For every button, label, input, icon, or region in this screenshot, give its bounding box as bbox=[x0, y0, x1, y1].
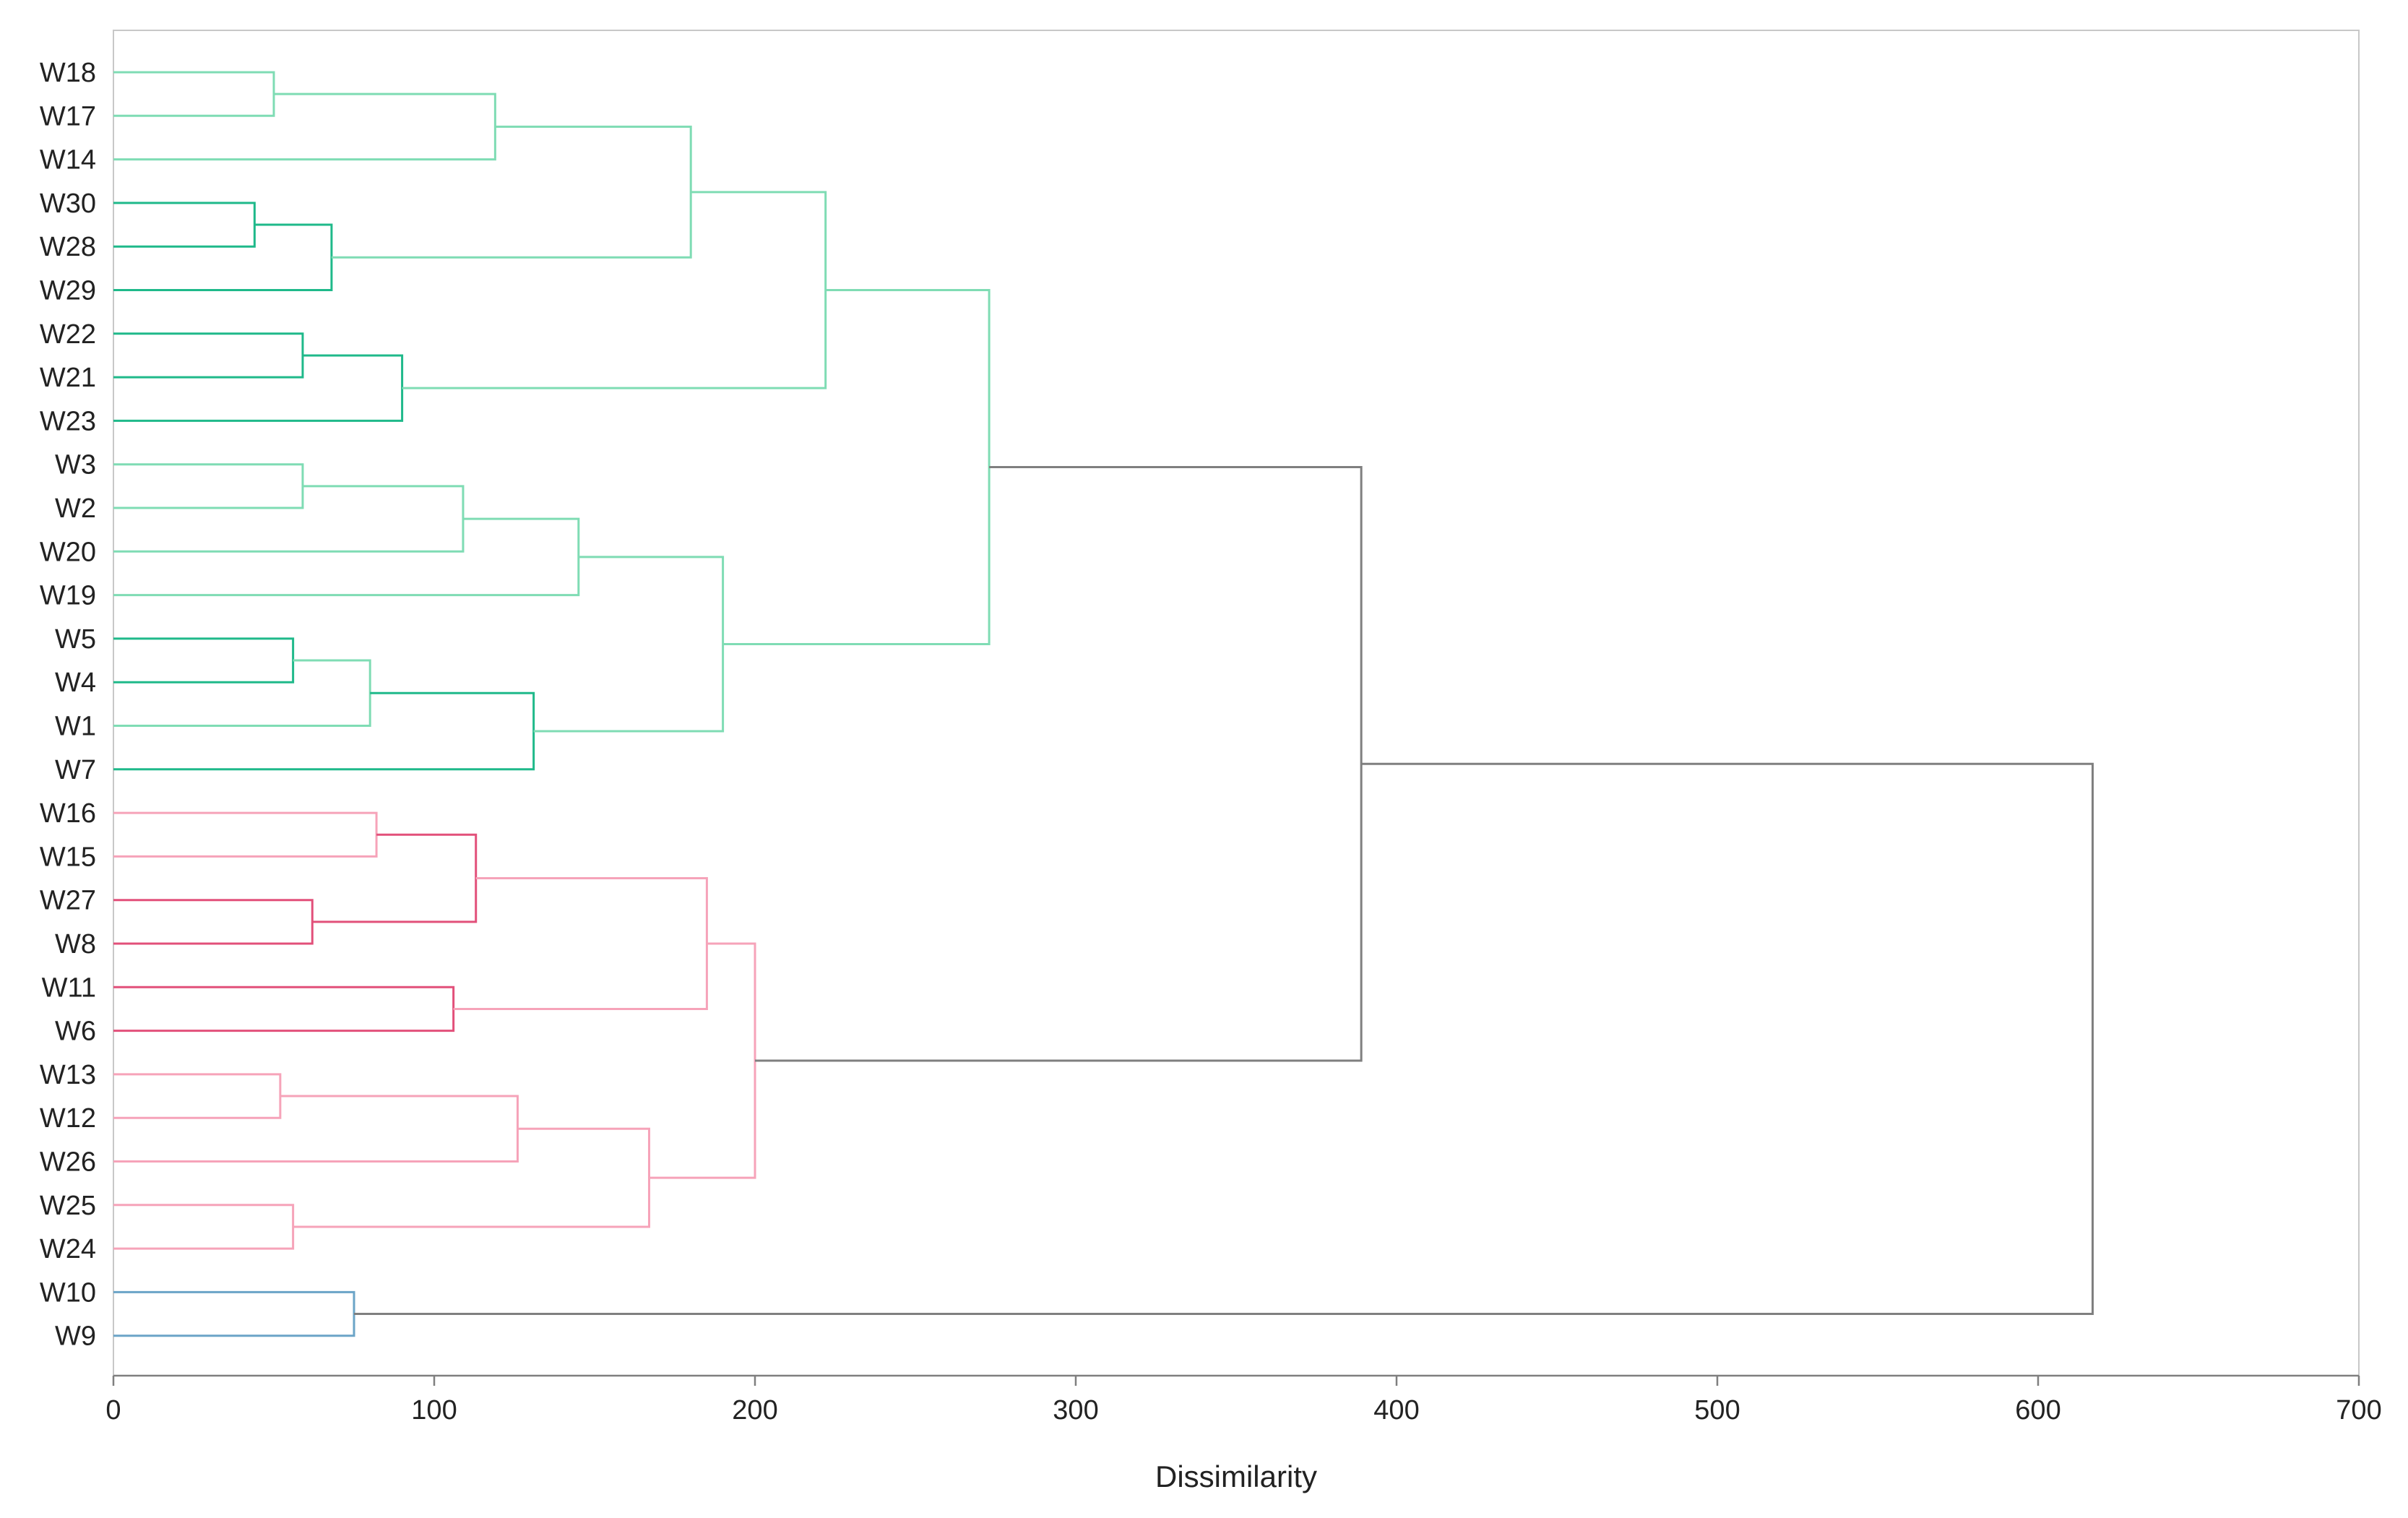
leaf-label-w21: W21 bbox=[40, 363, 96, 393]
leaf-label-w8: W8 bbox=[55, 929, 96, 959]
link-t bbox=[113, 986, 455, 1032]
leaf-label-w1: W1 bbox=[55, 712, 96, 742]
link-ab bbox=[113, 1290, 355, 1337]
leaf-label-w30: W30 bbox=[40, 189, 96, 219]
leaf-label-w10: W10 bbox=[40, 1277, 96, 1308]
leaf-label-w23: W23 bbox=[40, 406, 96, 436]
link-f bbox=[113, 332, 304, 379]
link-a bbox=[113, 71, 275, 117]
leaf-label-w15: W15 bbox=[40, 842, 96, 872]
link-z bbox=[649, 942, 756, 1179]
link-q bbox=[113, 811, 378, 858]
link-m bbox=[113, 659, 371, 727]
link-x bbox=[113, 1204, 295, 1250]
link-r bbox=[113, 899, 314, 945]
x-tick-label-100: 100 bbox=[411, 1395, 457, 1426]
leaf-label-w28: W28 bbox=[40, 232, 96, 262]
x-tick-label-700: 700 bbox=[2336, 1395, 2381, 1426]
link-aa bbox=[755, 465, 1363, 1062]
x-tick-label-300: 300 bbox=[1053, 1395, 1098, 1426]
link-n bbox=[113, 691, 535, 771]
leaf-label-w26: W26 bbox=[40, 1147, 96, 1178]
leaf-label-w9: W9 bbox=[55, 1321, 96, 1352]
link-k bbox=[113, 517, 580, 597]
link-v bbox=[113, 1073, 282, 1119]
leaf-label-w29: W29 bbox=[40, 276, 96, 306]
link-c bbox=[113, 202, 256, 248]
dendrogram-links bbox=[113, 71, 2094, 1337]
link-e bbox=[331, 125, 692, 259]
x-axis-ticks: 0 100 200 300 400 500 600 700 bbox=[105, 1376, 2382, 1426]
link-j bbox=[113, 485, 465, 553]
leaf-label-w12: W12 bbox=[40, 1103, 96, 1134]
x-tick-label-400: 400 bbox=[1373, 1395, 1419, 1426]
leaf-label-w24: W24 bbox=[40, 1234, 96, 1264]
leaf-label-w22: W22 bbox=[40, 319, 96, 350]
link-y bbox=[293, 1127, 650, 1228]
leaf-label-w11: W11 bbox=[42, 973, 96, 1003]
leaf-label-w5: W5 bbox=[55, 624, 96, 655]
leaf-label-w4: W4 bbox=[55, 668, 96, 698]
plot-frame bbox=[113, 30, 2360, 1376]
leaf-label-w3: W3 bbox=[55, 450, 96, 480]
link-ac bbox=[354, 762, 2094, 1316]
leaf-labels: W18 W17 W14 W30 W28 W29 W22 W21 W23 W3 W2 W20 W19 W5 W… bbox=[40, 58, 96, 1352]
link-u bbox=[453, 877, 708, 1010]
leaf-label-w18: W18 bbox=[40, 58, 96, 88]
link-h bbox=[402, 191, 827, 389]
leaf-label-w25: W25 bbox=[40, 1191, 96, 1221]
link-i bbox=[113, 463, 304, 509]
x-tick-label-0: 0 bbox=[105, 1395, 121, 1426]
leaf-label-w19: W19 bbox=[40, 581, 96, 611]
leaf-label-w7: W7 bbox=[55, 755, 96, 785]
link-w bbox=[113, 1095, 519, 1163]
leaf-label-w2: W2 bbox=[55, 493, 96, 524]
link-b bbox=[113, 92, 496, 161]
link-l bbox=[113, 637, 295, 683]
x-tick-label-600: 600 bbox=[2015, 1395, 2060, 1426]
leaf-label-w16: W16 bbox=[40, 798, 96, 829]
leaf-label-w14: W14 bbox=[40, 145, 96, 176]
link-p bbox=[722, 289, 991, 645]
link-s bbox=[312, 833, 478, 923]
link-o bbox=[533, 556, 725, 733]
link-g bbox=[113, 354, 404, 422]
x-tick-label-200: 200 bbox=[732, 1395, 777, 1426]
leaf-label-w27: W27 bbox=[40, 886, 96, 916]
leaf-label-w6: W6 bbox=[55, 1017, 96, 1047]
leaf-label-w20: W20 bbox=[40, 537, 96, 567]
x-tick-label-500: 500 bbox=[1694, 1395, 1740, 1426]
leaf-label-w13: W13 bbox=[40, 1060, 96, 1090]
leaf-label-w17: W17 bbox=[40, 101, 96, 131]
link-d bbox=[113, 223, 333, 291]
x-axis-label: Dissimilarity bbox=[1155, 1459, 1317, 1493]
